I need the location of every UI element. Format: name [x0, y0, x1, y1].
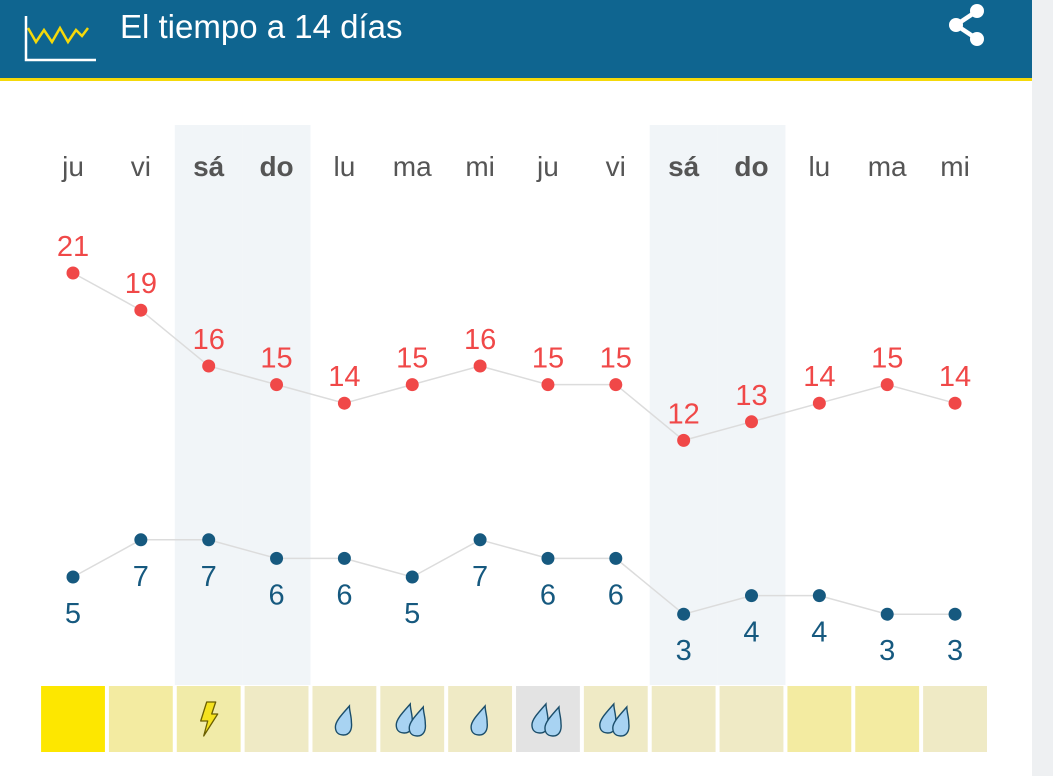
max-temp-label: 19	[125, 268, 157, 300]
min-temp-point	[66, 570, 80, 584]
min-temp-point	[745, 589, 758, 603]
forecast-chart: ju vi sá do lu ma mi ju vi sá do lu ma mi 21 19 16 15 14 15…	[41, 125, 987, 752]
rain-drop-icon	[395, 702, 414, 734]
min-temp-label: 4	[811, 617, 827, 649]
max-temp-point	[473, 359, 487, 373]
rain-drop-icon	[334, 704, 353, 736]
day-label: mi	[465, 151, 495, 182]
min-temp-point	[405, 570, 419, 584]
chart-line-icon	[24, 16, 96, 62]
rain-drop-icon	[531, 702, 549, 734]
forecast-card: ju vi sá do lu ma mi ju vi sá do lu ma mi 21 19 16 15 14 15…	[0, 81, 1032, 776]
max-temp-point	[948, 396, 962, 410]
min-temp-point	[337, 551, 351, 565]
share-icon[interactable]	[944, 2, 988, 48]
weather-cell[interactable]	[108, 686, 173, 752]
max-temp-point	[812, 396, 826, 410]
min-temp-label: 6	[608, 579, 624, 611]
rain-drop-icon	[544, 705, 562, 737]
min-temp-label: 7	[133, 561, 149, 593]
day-label: ju	[61, 151, 84, 182]
max-temp-point	[405, 378, 419, 392]
min-temp-label: 5	[404, 598, 420, 630]
max-temp-point	[541, 378, 555, 392]
max-temp-label: 13	[735, 380, 767, 412]
max-temp-label: 15	[871, 343, 903, 375]
rain-drop-icon	[408, 705, 427, 737]
day-label: ma	[868, 151, 907, 182]
day-label: vi	[131, 151, 151, 182]
min-temp-line	[72, 538, 956, 616]
rain-drop-icon	[612, 705, 630, 737]
min-temp-point	[880, 607, 894, 621]
weather-cell[interactable]	[244, 686, 309, 752]
max-temp-point	[270, 378, 284, 392]
min-temp-point	[134, 533, 148, 547]
app-header: El tiempo a 14 días	[0, 0, 1032, 81]
min-temp-label: 6	[268, 579, 284, 611]
day-label: ma	[393, 151, 432, 182]
max-temp-label: 16	[464, 324, 496, 356]
day-label: vi	[606, 151, 626, 182]
min-temp-point	[270, 551, 284, 565]
weekend-band	[174, 125, 243, 685]
max-temp-point	[202, 359, 216, 373]
max-temp-label: 14	[803, 361, 835, 393]
min-temp-label: 7	[472, 561, 488, 593]
max-temp-label: 15	[396, 343, 428, 375]
max-temp-line	[72, 272, 956, 442]
min-temp-point	[202, 533, 216, 547]
day-label: do	[259, 151, 293, 182]
max-temp-point	[745, 415, 758, 429]
min-temp-point	[473, 533, 487, 547]
min-temp-label: 3	[879, 635, 895, 667]
day-label: sá	[193, 151, 225, 182]
max-temp-label: 15	[532, 343, 564, 375]
max-temp-point	[337, 396, 351, 410]
max-temp-label: 16	[193, 324, 225, 356]
weather-cell[interactable]	[651, 686, 716, 752]
day-label: sá	[668, 151, 700, 182]
day-label: ju	[536, 151, 559, 182]
scrollbar[interactable]	[1032, 0, 1053, 776]
min-temp-label: 6	[336, 579, 352, 611]
min-temp-point	[948, 607, 962, 621]
min-temp-label: 4	[743, 617, 759, 649]
min-temp-label: 5	[65, 598, 81, 630]
day-label: lu	[808, 151, 830, 182]
page-title: El tiempo a 14 días	[120, 8, 403, 45]
weather-cell[interactable]	[41, 686, 105, 752]
day-label: mi	[940, 151, 970, 182]
max-temp-point	[677, 433, 691, 447]
max-temp-label: 21	[57, 231, 89, 263]
min-temp-point	[609, 551, 623, 565]
min-temp-point	[812, 589, 826, 603]
day-label: do	[734, 151, 768, 182]
max-temp-point	[880, 378, 894, 392]
max-temp-label: 12	[668, 398, 700, 430]
min-temp-point	[677, 607, 691, 621]
max-temp-point	[609, 378, 623, 392]
min-temp-label: 3	[947, 635, 963, 667]
weather-cell[interactable]	[923, 686, 987, 752]
max-temp-label: 15	[260, 343, 292, 375]
max-temp-label: 14	[939, 361, 971, 393]
min-temp-label: 6	[540, 579, 556, 611]
weekend-band	[649, 125, 718, 685]
weather-cell[interactable]	[719, 686, 784, 752]
max-temp-point	[66, 266, 80, 280]
min-temp-label: 7	[201, 561, 217, 593]
rain-drop-icon	[470, 704, 488, 736]
day-label: lu	[334, 151, 356, 182]
rain-drop-icon	[599, 702, 617, 734]
min-temp-label: 3	[676, 635, 692, 667]
max-temp-point	[134, 303, 148, 317]
max-temp-label: 15	[600, 343, 632, 375]
weather-cell[interactable]	[787, 686, 852, 752]
max-temp-label: 14	[328, 361, 360, 393]
weather-cell[interactable]	[855, 686, 920, 752]
weekend-band	[242, 125, 311, 685]
lightning-icon	[200, 701, 219, 737]
min-temp-point	[541, 551, 555, 565]
